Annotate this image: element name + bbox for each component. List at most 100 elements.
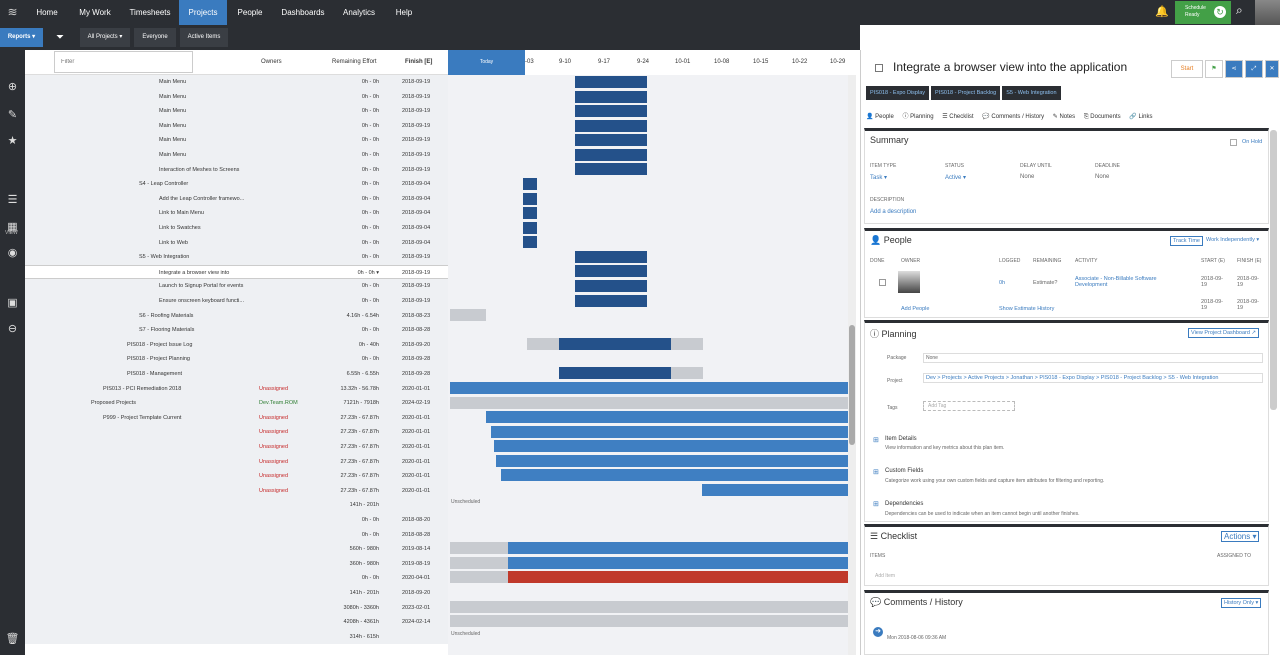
table-row[interactable]: 141h - 201h 2018-09-20 (25, 586, 448, 601)
add-description-link[interactable]: Add a description (870, 209, 917, 215)
row-owner[interactable]: Unassigned (259, 473, 289, 480)
gantt-bar[interactable] (575, 120, 647, 132)
custom-fields-link[interactable]: Custom Fields (885, 468, 924, 474)
item-details-link[interactable]: Item Details (885, 436, 917, 442)
row-name[interactable]: Link to Swatches (159, 225, 201, 231)
row-effort[interactable]: 27.23h - 67.87h (340, 429, 379, 436)
gantt-bar[interactable] (491, 426, 848, 438)
table-row[interactable]: PIS018 - Project Planning 0h - 0h 2018-09-… (25, 352, 448, 367)
row-effort[interactable]: 0h - 40h (358, 341, 379, 348)
gantt-bar[interactable] (450, 615, 848, 627)
track-time-button[interactable]: Track Time (1170, 236, 1203, 246)
row-name[interactable]: Link to Web (159, 239, 188, 246)
crumb-expo-display[interactable]: PIS018 - Expo Display (866, 86, 930, 100)
briefcase-icon[interactable]: ▣ (7, 297, 18, 309)
gantt-bar[interactable] (575, 295, 647, 307)
list-view-icon[interactable]: ☰ (7, 194, 18, 206)
row-name[interactable]: Main Menu (159, 108, 187, 115)
gantt-bar[interactable] (575, 134, 647, 146)
plus-icon[interactable]: ⊞ (873, 469, 879, 476)
row-name[interactable]: S5 - Web Integration (139, 254, 190, 261)
row-effort[interactable]: 27.23h - 67.87h (340, 487, 379, 494)
row-name[interactable]: Integrate a browser view into (159, 269, 230, 276)
tab-comments[interactable]: 💬 Comments / History (982, 114, 1045, 120)
tab-links[interactable]: 🔗 Links (1129, 114, 1153, 120)
table-row[interactable]: PIS018 - Management 6.55h - 6.55h 2018-09-… (25, 367, 448, 382)
delay-value[interactable]: None (1020, 174, 1035, 180)
row-name[interactable]: Main Menu (159, 152, 187, 158)
row-effort[interactable]: 141h - 201h (349, 590, 379, 596)
row-effort[interactable]: 4208h - 4361h (343, 619, 379, 626)
table-row[interactable]: S7 - Flooring Materials 0h - 0h 2018-08-28 (25, 323, 448, 338)
table-row[interactable]: 0h - 0h 2018-08-20 (25, 513, 448, 528)
row-name[interactable]: PIS013 - PCI Remediation 2018 (103, 385, 182, 392)
row-owner[interactable]: Unassigned (259, 458, 289, 465)
row-owner[interactable]: Unassigned (259, 444, 289, 450)
table-row[interactable]: Unassigned 27.23h - 67.87h 2020-01-01 (25, 425, 448, 440)
row-name[interactable]: Main Menu (159, 137, 187, 144)
gantt-bar[interactable] (575, 251, 647, 263)
tab-planning[interactable]: ⓘ Planning (902, 114, 934, 120)
row-effort[interactable]: 0h - 0h ▾ (357, 269, 379, 276)
project-path[interactable]: Dev > Projects > Active Projects > Jonat… (923, 373, 1263, 383)
activity-value[interactable]: Associate - Non-Billable Software Develo… (1075, 276, 1157, 288)
row-effort[interactable]: 314h - 615h (349, 633, 379, 640)
row-owner[interactable]: Unassigned (259, 429, 289, 436)
active-items-filter[interactable]: Active Items (180, 28, 228, 47)
gantt-bar[interactable] (494, 440, 848, 452)
row-effort[interactable]: 0h - 0h (361, 575, 379, 582)
remaining-value[interactable]: Estimate? (1033, 280, 1058, 286)
row-effort[interactable]: 27.23h - 67.87h (340, 414, 379, 421)
table-row[interactable]: Main Menu 0h - 0h 2018-09-19 (25, 118, 448, 134)
table-row[interactable]: Unassigned 27.23h - 67.87h 2020-01-01 (25, 469, 448, 484)
item-type-select[interactable]: Task ▾ (870, 175, 888, 181)
nav-help[interactable]: Help (395, 8, 413, 17)
gantt-bar[interactable] (450, 397, 848, 409)
gantt-bar[interactable] (559, 367, 671, 379)
row-owner[interactable]: Unassigned (259, 385, 289, 392)
gantt-bar[interactable] (523, 193, 537, 205)
gantt-bar[interactable] (523, 222, 537, 234)
table-row[interactable]: 3080h - 3360h 2023-02-01 (25, 600, 448, 616)
plus-icon[interactable]: ⊞ (873, 501, 879, 508)
row-name[interactable]: S6 - Roofing Materials (139, 312, 194, 319)
row-effort[interactable]: 0h - 0h (361, 93, 379, 100)
table-row[interactable]: Launch to Signup Portal for events 0h - 0… (25, 279, 448, 294)
row-name[interactable]: P999 - Project Template Current (103, 414, 182, 421)
table-row[interactable]: 141h - 201h (25, 498, 448, 513)
row-effort[interactable]: 560h - 980h (349, 546, 379, 553)
row-effort[interactable]: 6.55h - 6.55h (346, 371, 379, 377)
history-only-button[interactable]: History Only ▾ (1221, 598, 1262, 608)
table-row[interactable]: S4 - Leap Controller 0h - 0h 2018-09-04 (25, 177, 448, 192)
tab-people[interactable]: 👤 People (866, 114, 894, 120)
row-effort[interactable]: 0h - 0h (361, 79, 379, 85)
row-name[interactable]: Main Menu (159, 122, 187, 129)
gantt-bar[interactable] (486, 411, 848, 423)
nav-timesheets[interactable]: Timesheets (129, 8, 171, 17)
package-select[interactable]: None (923, 353, 1263, 363)
gantt-bar[interactable] (508, 542, 848, 554)
tab-notes[interactable]: ✎ Notes (1052, 114, 1076, 120)
table-row[interactable]: Interaction of Meshes to Screens 0h - 0h 2… (25, 162, 448, 178)
row-effort[interactable]: 0h - 0h (361, 327, 379, 334)
row-owner[interactable]: Unassigned (259, 414, 289, 421)
table-row[interactable]: Main Menu 0h - 0h 2018-09-19 (25, 75, 448, 90)
on-hold-checkbox[interactable] (1230, 139, 1237, 146)
complete-checkbox[interactable] (875, 64, 883, 72)
row-name[interactable]: PIS018 - Project Issue Log (127, 341, 193, 348)
edit-icon[interactable]: ✎ (7, 109, 18, 121)
tab-documents[interactable]: ⎘ Documents (1083, 114, 1121, 120)
table-row[interactable]: Link to Swatches 0h - 0h 2018-09-04 (25, 221, 448, 236)
nav-analytics[interactable]: Analytics (342, 8, 375, 17)
row-effort[interactable]: 27.23h - 67.87h (340, 473, 379, 480)
table-row[interactable]: Unassigned 27.23h - 67.87h 2020-01-01 (25, 483, 448, 499)
schedule-ready-button[interactable]: Schedule Ready ↻ (1175, 1, 1231, 24)
gantt-bar[interactable] (575, 76, 647, 88)
row-effort[interactable]: 13.32h - 56.78h (340, 385, 379, 392)
row-effort[interactable]: 27.23h - 67.87h (340, 458, 379, 465)
table-row[interactable]: Main Menu 0h - 0h 2018-09-19 (25, 89, 448, 105)
scroll-thumb[interactable] (849, 325, 855, 445)
crumb-web-integration[interactable]: S5 - Web Integration (1002, 86, 1061, 100)
row-effort[interactable]: 141h - 201h (349, 502, 379, 509)
gantt-bar[interactable] (496, 455, 848, 467)
